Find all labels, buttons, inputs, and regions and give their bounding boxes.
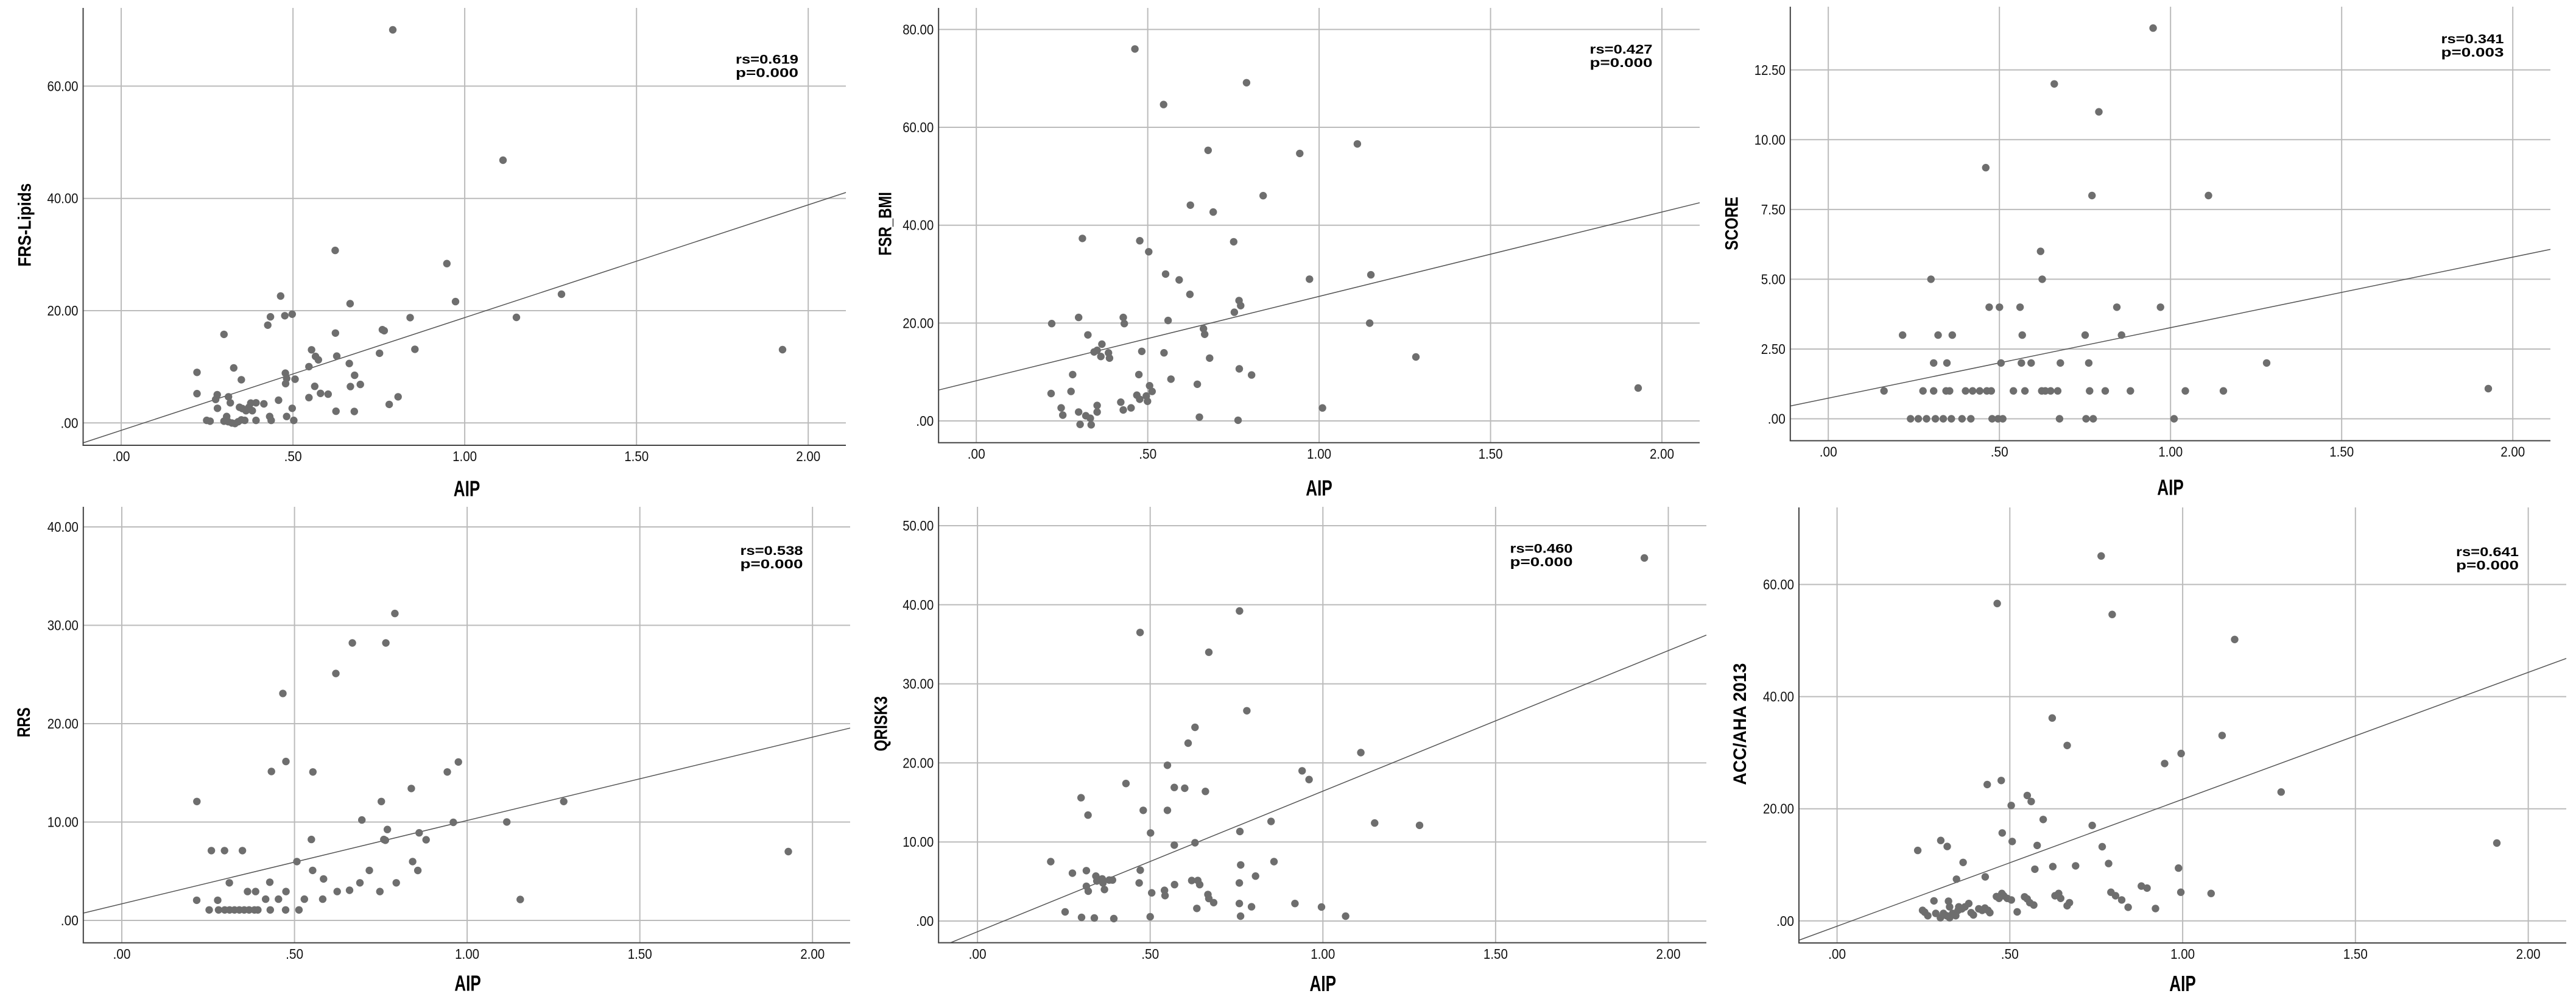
svg-text:rs=0.460: rs=0.460	[1510, 542, 1573, 556]
svg-text:.00: .00	[1776, 913, 1794, 929]
svg-text:.00: .00	[968, 446, 985, 462]
svg-text:20.00: 20.00	[903, 755, 934, 771]
svg-text:.00: .00	[916, 913, 934, 929]
svg-text:40.00: 40.00	[903, 597, 934, 613]
svg-text:QRISK3: QRISK3	[871, 696, 892, 752]
svg-text:p=0.003: p=0.003	[2441, 45, 2504, 60]
svg-text:AIP: AIP	[454, 971, 481, 996]
svg-text:60.00: 60.00	[1763, 577, 1794, 593]
svg-text:40.00: 40.00	[48, 191, 79, 207]
svg-text:rs=0.538: rs=0.538	[741, 543, 803, 558]
svg-text:p=0.000: p=0.000	[2456, 558, 2519, 573]
svg-text:20.00: 20.00	[1763, 801, 1794, 817]
svg-text:40.00: 40.00	[903, 217, 934, 233]
svg-text:50.00: 50.00	[903, 518, 934, 534]
svg-text:10.00: 10.00	[1754, 132, 1786, 147]
svg-text:SCORE: SCORE	[1722, 197, 1742, 250]
svg-text:.00: .00	[1768, 411, 1786, 427]
svg-text:1.50: 1.50	[628, 946, 652, 962]
svg-text:1.00: 1.00	[1307, 446, 1331, 462]
svg-text:p=0.000: p=0.000	[736, 65, 798, 80]
svg-text:2.00: 2.00	[800, 946, 825, 962]
svg-text:rs=0.427: rs=0.427	[1590, 42, 1653, 57]
svg-text:.00: .00	[61, 415, 79, 431]
svg-text:2.00: 2.00	[2500, 444, 2525, 460]
svg-text:.50: .50	[1139, 446, 1156, 462]
svg-text:.00: .00	[916, 413, 934, 429]
svg-text:.00: .00	[1828, 946, 1846, 962]
svg-text:1.00: 1.00	[452, 448, 477, 464]
svg-text:60.00: 60.00	[48, 78, 79, 94]
svg-text:.00: .00	[1820, 444, 1837, 460]
svg-text:rs=0.641: rs=0.641	[2456, 545, 2519, 559]
svg-text:30.00: 30.00	[48, 618, 79, 634]
svg-text:AIP: AIP	[2157, 475, 2184, 500]
svg-text:20.00: 20.00	[903, 315, 934, 331]
svg-text:.00: .00	[113, 448, 130, 464]
svg-text:.00: .00	[113, 946, 131, 962]
svg-text:p=0.000: p=0.000	[1590, 55, 1653, 70]
svg-text:2.00: 2.00	[796, 448, 820, 464]
svg-text:AIP: AIP	[2169, 971, 2196, 996]
svg-text:1.50: 1.50	[1479, 446, 1503, 462]
svg-text:2.00: 2.00	[2516, 946, 2541, 962]
svg-text:ACC/AHA 2013: ACC/AHA 2013	[1730, 663, 1750, 785]
svg-text:.50: .50	[2001, 946, 2019, 962]
svg-text:10.00: 10.00	[48, 814, 79, 830]
svg-text:.50: .50	[1991, 444, 2008, 460]
svg-text:.00: .00	[61, 913, 79, 928]
svg-text:1.00: 1.00	[2158, 444, 2183, 460]
svg-text:7.50: 7.50	[1761, 202, 1786, 217]
svg-text:12.50: 12.50	[1754, 62, 1786, 78]
svg-text:40.00: 40.00	[48, 519, 79, 535]
svg-text:.50: .50	[284, 448, 302, 464]
svg-text:1.00: 1.00	[455, 946, 479, 962]
svg-text:1.50: 1.50	[624, 448, 649, 464]
svg-text:AIP: AIP	[454, 476, 480, 501]
svg-text:FSR_BMI: FSR_BMI	[876, 192, 896, 256]
svg-text:80.00: 80.00	[903, 21, 934, 37]
svg-text:rs=0.619: rs=0.619	[736, 52, 798, 66]
svg-text:2.00: 2.00	[1650, 446, 1674, 462]
svg-text:40.00: 40.00	[1763, 689, 1794, 705]
svg-text:5.00: 5.00	[1761, 271, 1786, 287]
svg-text:.50: .50	[1141, 946, 1159, 962]
svg-text:rs=0.341: rs=0.341	[2441, 32, 2504, 46]
svg-text:1.00: 1.00	[1311, 946, 1335, 962]
svg-text:.50: .50	[286, 946, 303, 962]
svg-text:1.00: 1.00	[2170, 946, 2195, 962]
svg-text:1.50: 1.50	[2329, 444, 2354, 460]
svg-text:2.50: 2.50	[1761, 341, 1786, 357]
svg-text:AIP: AIP	[1306, 476, 1332, 501]
svg-text:2.00: 2.00	[1656, 946, 1681, 962]
svg-text:RRS: RRS	[14, 707, 34, 737]
svg-text:p=0.000: p=0.000	[741, 557, 803, 571]
svg-text:AIP: AIP	[1310, 971, 1337, 996]
svg-text:10.00: 10.00	[903, 834, 934, 850]
svg-text:20.00: 20.00	[48, 716, 79, 732]
svg-text:20.00: 20.00	[48, 303, 79, 319]
svg-text:p=0.000: p=0.000	[1510, 555, 1573, 570]
svg-text:1.50: 1.50	[2343, 946, 2368, 962]
svg-text:60.00: 60.00	[903, 119, 934, 135]
svg-text:30.00: 30.00	[903, 676, 934, 692]
svg-text:.00: .00	[969, 946, 987, 962]
svg-text:FRS-Lipids: FRS-Lipids	[15, 183, 35, 267]
svg-text:1.50: 1.50	[1483, 946, 1508, 962]
